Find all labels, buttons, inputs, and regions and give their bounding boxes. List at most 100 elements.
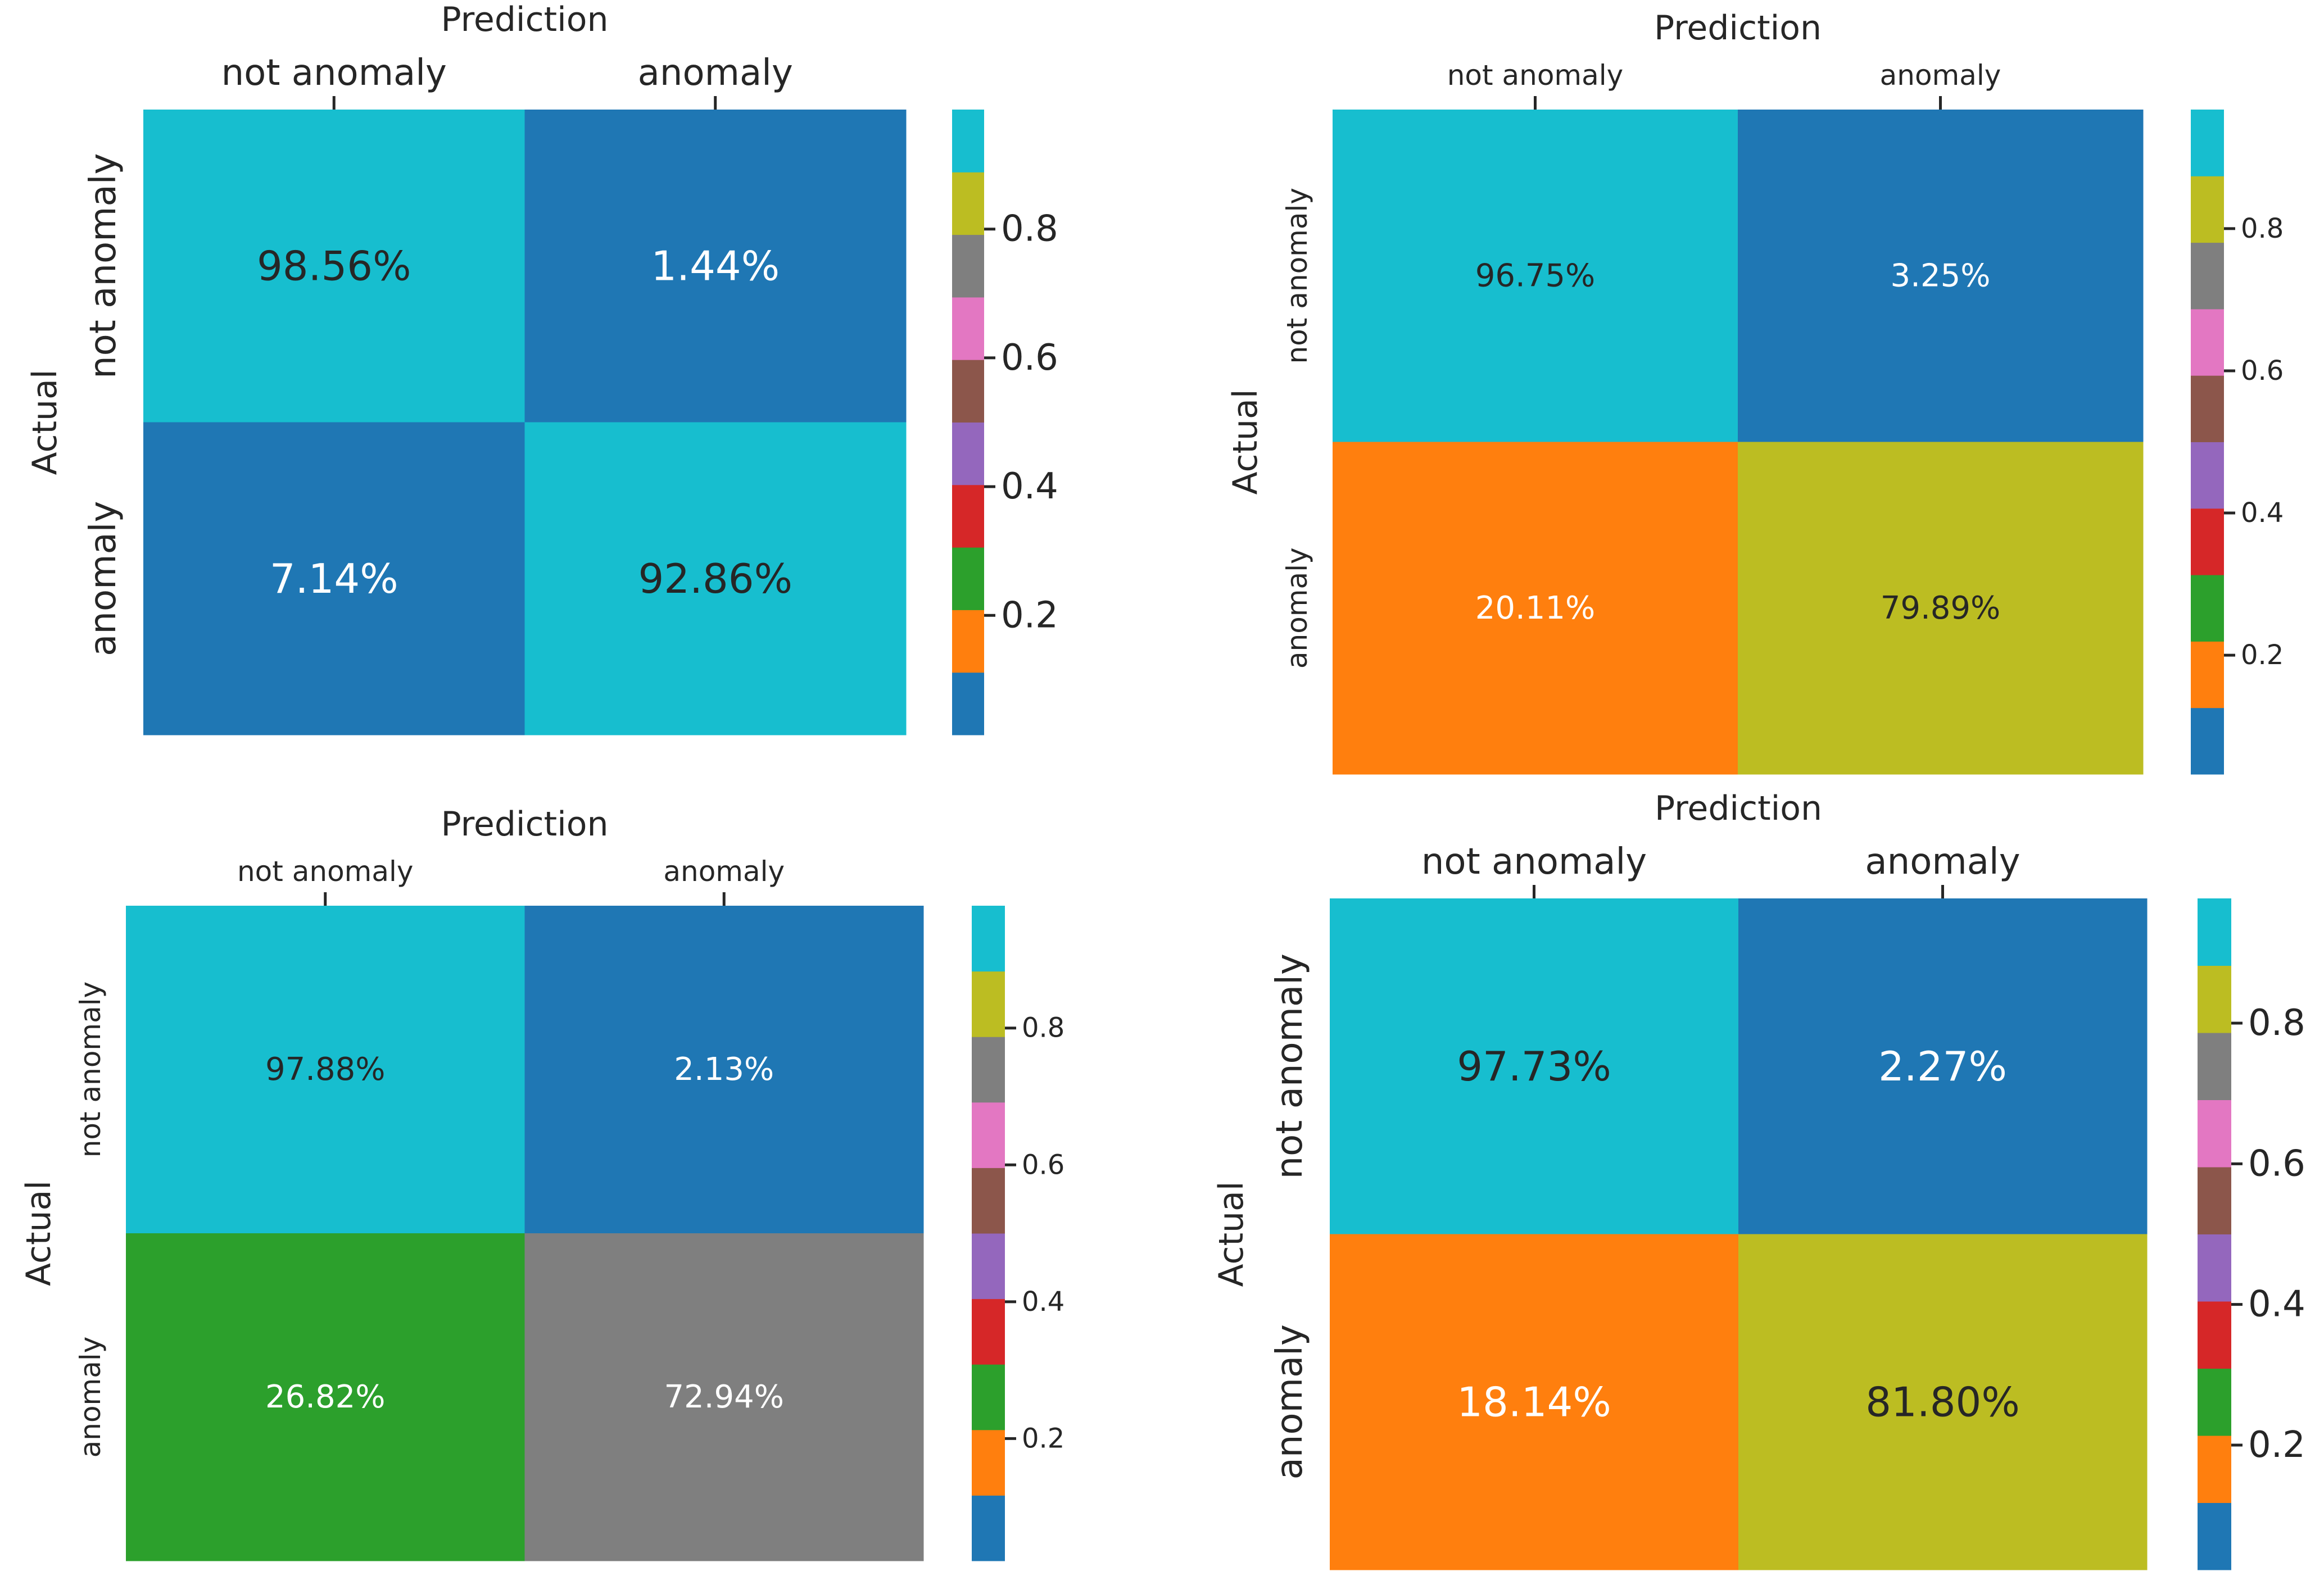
- colorbar-tick-label: 0.8: [2241, 213, 2284, 244]
- heatmap-cell: [524, 1233, 924, 1561]
- heatmap-cell: [524, 906, 924, 1234]
- colorbar-tick-label: 0.4: [2241, 497, 2284, 529]
- heatmap-cell: [1333, 442, 1738, 775]
- y-axis-title: Actual: [1226, 389, 1265, 495]
- heatmap-cell: [1330, 1234, 1739, 1570]
- colorbar-tick-label: 0.6: [2241, 355, 2284, 387]
- heatmap-cell: [524, 110, 907, 423]
- colorbar-segment: [2191, 308, 2224, 376]
- colorbar-segment: [2198, 1234, 2231, 1302]
- colorbar-segment: [2198, 1100, 2231, 1168]
- x-tick-label: anomaly: [1880, 59, 2001, 92]
- heatmap-cell: [143, 422, 525, 735]
- cell-value-label: 2.27%: [1878, 1043, 2007, 1090]
- colorbar-segment: [2198, 1368, 2231, 1436]
- colorbar-segment: [952, 547, 984, 610]
- colorbar-segment: [972, 1495, 1005, 1561]
- colorbar-segment: [952, 422, 984, 485]
- colorbar-segment: [972, 906, 1005, 972]
- y-axis-title: Actual: [25, 370, 65, 475]
- cell-value-label: 96.75%: [1475, 257, 1596, 294]
- y-tick-label: anomaly: [74, 1337, 107, 1458]
- colorbar-tick-label: 0.8: [2248, 1002, 2305, 1044]
- colorbar-segment: [972, 1364, 1005, 1430]
- heatmap-cell: [1330, 898, 1739, 1234]
- colorbar-segment: [952, 297, 984, 360]
- y-tick-label: anomaly: [83, 501, 124, 656]
- colorbar-segment: [972, 971, 1005, 1037]
- colorbar-tick-label: 0.4: [1001, 466, 1058, 507]
- colorbar-segment: [2191, 575, 2224, 642]
- x-tick-label: not anomaly: [237, 855, 414, 888]
- colorbar-segment: [2198, 1502, 2231, 1570]
- x-tick-label: anomaly: [663, 855, 785, 888]
- colorbar-segment: [2198, 1033, 2231, 1100]
- colorbar-tick-label: 0.6: [2248, 1143, 2305, 1184]
- cell-value-label: 3.25%: [1891, 257, 1991, 294]
- heatmap-cell: [524, 422, 907, 735]
- confusion-matrix-panel: 97.88% 2.13% 26.82% 72.94% Prediction not ano…: [19, 805, 1064, 1561]
- confusion-matrix-panel: 98.56% 1.44% 7.14% 92.86% Prediction not anom…: [25, 0, 1058, 735]
- heatmap-cell: [143, 110, 525, 423]
- x-axis-title: Prediction: [441, 805, 608, 844]
- colorbar-segment: [972, 1233, 1005, 1300]
- cell-value-label: 20.11%: [1475, 590, 1596, 626]
- colorbar-tick-label: 0.8: [1022, 1012, 1064, 1044]
- colorbar-tick-label: 0.6: [1001, 337, 1058, 379]
- colorbar-segment: [2191, 707, 2224, 775]
- colorbar-segment: [2191, 641, 2224, 709]
- colorbar-segment: [2198, 1301, 2231, 1369]
- heatmap-cell: [1738, 442, 2144, 775]
- y-tick-label: anomaly: [1269, 1324, 1311, 1479]
- colorbar-segment: [2191, 176, 2224, 243]
- x-tick-label: not anomaly: [1421, 841, 1647, 883]
- x-axis-title: Prediction: [441, 0, 608, 39]
- cell-value-label: 26.82%: [265, 1379, 386, 1415]
- colorbar-tick-label: 0.2: [2248, 1424, 2305, 1466]
- colorbar-tick-label: 0.4: [2248, 1284, 2305, 1325]
- colorbar-segment: [2191, 242, 2224, 310]
- colorbar-tick-label: 0.2: [1022, 1423, 1064, 1454]
- colorbar-segment: [2198, 898, 2231, 966]
- colorbar-segment: [972, 1429, 1005, 1496]
- cell-value-label: 7.14%: [270, 555, 398, 602]
- colorbar-segment: [952, 484, 984, 548]
- x-tick-label: not anomaly: [221, 52, 447, 94]
- confusion-matrix-panel: 96.75% 3.25% 20.11% 79.89% Prediction not ano…: [1226, 8, 2284, 775]
- x-tick-label: anomaly: [638, 52, 793, 94]
- x-tick-label: anomaly: [1865, 841, 2020, 883]
- y-tick-label: not anomaly: [1269, 953, 1311, 1179]
- colorbar-tick-label: 0.6: [1022, 1149, 1064, 1180]
- colorbar-segment: [952, 610, 984, 673]
- heatmap-cell: [1738, 898, 2148, 1234]
- colorbar-segment: [952, 110, 984, 172]
- y-tick-label: not anomaly: [1281, 188, 1313, 364]
- heatmap-cell: [126, 906, 525, 1234]
- y-axis-title: Actual: [19, 1180, 58, 1286]
- colorbar-segment: [972, 1168, 1005, 1234]
- colorbar-segment: [2191, 110, 2224, 176]
- colorbar-segment: [2198, 965, 2231, 1033]
- heatmap-cell: [126, 1233, 525, 1561]
- cell-value-label: 18.14%: [1457, 1378, 1611, 1425]
- colorbar-segment: [2191, 375, 2224, 442]
- colorbar-segment: [972, 1037, 1005, 1103]
- colorbar-segment: [2191, 508, 2224, 575]
- x-axis-title: Prediction: [1655, 789, 1822, 828]
- heatmap-cell: [1738, 1234, 2148, 1570]
- x-axis-title: Prediction: [1654, 8, 1822, 48]
- colorbar-tick-label: 0.2: [1001, 594, 1058, 636]
- colorbar-segment: [2198, 1436, 2231, 1503]
- colorbar-tick-label: 0.8: [1001, 208, 1058, 250]
- heatmap-cell: [1738, 110, 2144, 442]
- colorbar-segment: [2191, 442, 2224, 509]
- cell-value-label: 2.13%: [674, 1051, 774, 1088]
- cell-value-label: 98.56%: [257, 242, 411, 289]
- cell-value-label: 72.94%: [664, 1379, 784, 1415]
- y-tick-label: not anomaly: [83, 153, 124, 379]
- colorbar-segment: [952, 360, 984, 423]
- x-tick-label: not anomaly: [1447, 59, 1624, 92]
- cell-value-label: 1.44%: [651, 242, 780, 289]
